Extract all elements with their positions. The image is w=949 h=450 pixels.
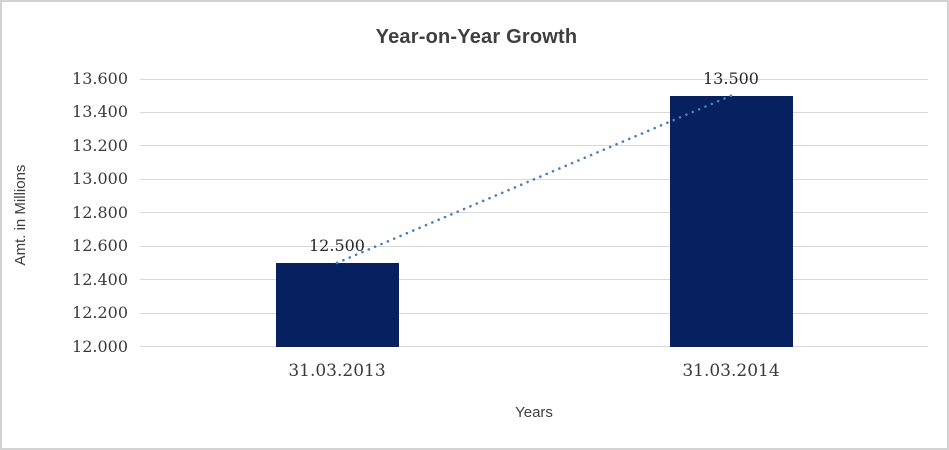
x-axis-title: Years <box>515 404 553 421</box>
y-tick-label: 13.200 <box>72 135 128 155</box>
gridline <box>140 178 928 180</box>
bar-value-label: 12.500 <box>309 235 365 255</box>
y-tick-label: 12.600 <box>72 236 128 256</box>
bar-31.03.2014 <box>669 95 793 347</box>
gridline <box>140 111 928 113</box>
y-tick-label: 12.200 <box>72 303 128 323</box>
gridline <box>140 245 928 247</box>
y-tick-label: 12.800 <box>72 202 128 222</box>
y-tick-label: 12.000 <box>72 336 128 356</box>
gridline <box>140 346 928 347</box>
gridline <box>140 212 928 214</box>
chart-title: Year-on-Year Growth <box>375 26 578 48</box>
gridline <box>140 312 928 314</box>
y-tick-label: 12.400 <box>72 269 128 289</box>
y-tick-label: 13.400 <box>72 102 128 122</box>
gridline <box>140 279 928 281</box>
x-tick-label: 31.03.2014 <box>682 361 780 381</box>
gridline <box>140 145 928 147</box>
bar-value-label: 13.500 <box>703 68 759 88</box>
bar-31.03.2013 <box>275 262 399 347</box>
x-tick-label: 31.03.2013 <box>288 361 386 381</box>
gridline <box>140 78 928 80</box>
y-tick-label: 13.600 <box>72 69 128 88</box>
y-tick-label: 13.000 <box>72 169 128 189</box>
